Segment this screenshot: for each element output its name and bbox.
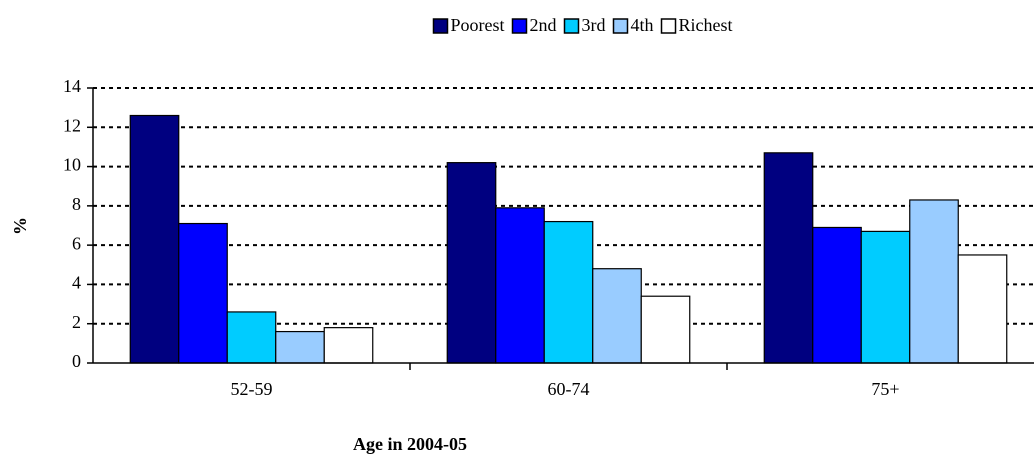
legend-swatch xyxy=(511,18,528,34)
legend-label: Richest xyxy=(679,15,733,35)
bar xyxy=(763,152,814,364)
x-axis-label: Age in 2004-05 xyxy=(353,434,467,454)
y-tick-label: 8 xyxy=(72,194,81,214)
x-tick-label: 52-59 xyxy=(231,379,273,399)
y-tick-label: 0 xyxy=(72,351,81,371)
y-tick-label: 14 xyxy=(63,76,81,96)
bar xyxy=(178,222,228,364)
legend-label: Poorest xyxy=(450,15,504,35)
y-tick-label: 12 xyxy=(63,115,81,135)
bar xyxy=(323,327,374,364)
legend-swatch xyxy=(660,18,677,34)
legend-swatch xyxy=(612,18,629,34)
bar xyxy=(446,162,497,364)
legend-label: 2nd xyxy=(529,15,556,35)
bar xyxy=(640,295,691,364)
legend-swatch xyxy=(563,18,580,34)
bar xyxy=(592,268,642,364)
bar xyxy=(860,230,911,364)
bar xyxy=(226,311,277,364)
y-tick-label: 4 xyxy=(72,273,81,293)
bar xyxy=(909,199,959,364)
legend-swatch xyxy=(432,18,449,34)
y-tick-label: 6 xyxy=(72,233,81,253)
bar xyxy=(957,254,1008,364)
legend-label: 4th xyxy=(630,15,653,35)
bar xyxy=(275,330,325,364)
x-tick-label: 75+ xyxy=(871,379,899,399)
bar xyxy=(129,114,180,364)
bar xyxy=(543,220,594,364)
x-tick-label: 60-74 xyxy=(548,379,590,399)
y-tick-label: 2 xyxy=(72,312,81,332)
bar xyxy=(495,207,545,364)
bar xyxy=(812,226,862,364)
y-axis-label: % xyxy=(10,217,30,235)
legend-label: 3rd xyxy=(581,15,605,35)
y-tick-label: 10 xyxy=(63,155,81,175)
